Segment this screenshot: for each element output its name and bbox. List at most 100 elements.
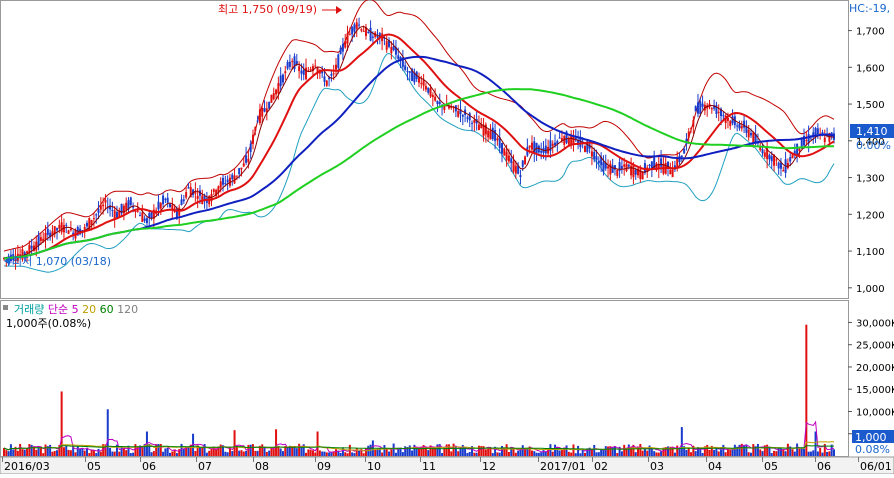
candle-body [750, 133, 752, 136]
candle-body [669, 169, 672, 174]
candle-body [484, 124, 487, 135]
volume-bar [687, 448, 690, 456]
candle-body [254, 126, 257, 132]
volume-bar [507, 451, 510, 456]
volume-bar [169, 452, 171, 456]
volume-bar [733, 444, 736, 456]
candle-body [134, 211, 137, 213]
candle-body [653, 155, 656, 169]
volume-bar [650, 448, 653, 456]
candle-body [740, 125, 743, 129]
volume-bar [152, 451, 155, 456]
volume-bar [415, 447, 418, 456]
volume-bar [565, 445, 568, 456]
volume-bar [673, 452, 676, 456]
candle-body [14, 257, 17, 261]
volume-bar [298, 443, 301, 456]
candle-body [791, 154, 794, 159]
candle-body [240, 167, 243, 170]
candle-body [477, 124, 480, 131]
volume-bar [648, 445, 651, 456]
candle-body [288, 61, 291, 67]
candle-body [812, 132, 815, 136]
candle-body [222, 177, 225, 185]
volume-bar [212, 446, 215, 456]
volume-bar [182, 448, 185, 456]
volume-legend-text: 거래량 단순 5 20 60 120 [14, 303, 138, 316]
volume-bar [314, 452, 317, 456]
volume-bar [482, 446, 485, 456]
volume-bar [406, 446, 409, 456]
volume-bar [641, 450, 644, 456]
candle-body [747, 129, 750, 138]
candle-body [231, 174, 234, 180]
volume-bar [625, 447, 628, 456]
candle-body [44, 233, 47, 240]
price-header-label: HC:-19, [849, 2, 890, 15]
volume-bar [683, 446, 686, 456]
volume-bar [164, 448, 167, 456]
volume-bar [646, 450, 649, 456]
volume-bar [821, 452, 824, 456]
volume-bar [498, 452, 501, 456]
candle-body [247, 158, 250, 163]
volume-bar [819, 447, 822, 456]
candle-body [572, 135, 575, 145]
volume-bar [32, 446, 35, 456]
volume-bar [83, 450, 86, 456]
candle-body [411, 68, 414, 82]
candle-body [21, 249, 24, 260]
candle-body [346, 33, 349, 44]
volume-bar [519, 449, 522, 456]
volume-bar [392, 443, 395, 456]
x-tick-label: 06/01 [860, 460, 892, 473]
volume-bar [72, 446, 75, 456]
volume-bar [21, 449, 24, 456]
candle-body [401, 57, 404, 67]
candle-body [256, 120, 259, 122]
volume-bar [667, 446, 669, 456]
candle-body [720, 108, 723, 117]
volume-bar [201, 447, 204, 456]
volume-current-label: 1,000 [855, 431, 887, 444]
candle-body [136, 210, 139, 212]
volume-bar [383, 445, 386, 456]
volume-bar [321, 451, 324, 456]
volume-bar [300, 446, 303, 456]
candle-body [611, 165, 614, 173]
candle-body [175, 208, 178, 218]
candle-body [823, 137, 826, 143]
x-tick-label: 08 [255, 460, 269, 473]
volume-legend: 거래량 단순 5 20 60 120 1,000주(0.08%) [3, 303, 138, 330]
volume-bar [302, 444, 305, 456]
candle-body [129, 197, 132, 206]
volume-bar [664, 447, 667, 456]
volume-bar [524, 448, 527, 456]
volume-bar [747, 452, 750, 456]
volume-bar [577, 445, 580, 456]
candle-body [696, 102, 699, 114]
candle-body [159, 203, 162, 209]
candle-body [736, 125, 739, 127]
volume-bar [496, 452, 499, 456]
candle-body [83, 226, 86, 230]
candle-body [833, 133, 835, 140]
volume-bar [307, 449, 310, 456]
volume-bar [58, 445, 61, 456]
volume-bar [46, 446, 49, 456]
volume-bar [694, 451, 697, 456]
volume-bar [134, 444, 137, 456]
x-tick-label: 09 [317, 460, 331, 473]
candle-body [367, 31, 370, 33]
candle-body [586, 141, 589, 152]
volume-bar [828, 451, 831, 456]
volume-bar [118, 451, 121, 456]
volume-bar [590, 449, 593, 456]
volume-bar [288, 445, 291, 456]
candle-body [344, 41, 347, 48]
candle-body [577, 139, 580, 145]
volume-bar [420, 446, 423, 456]
candle-body [595, 156, 598, 161]
